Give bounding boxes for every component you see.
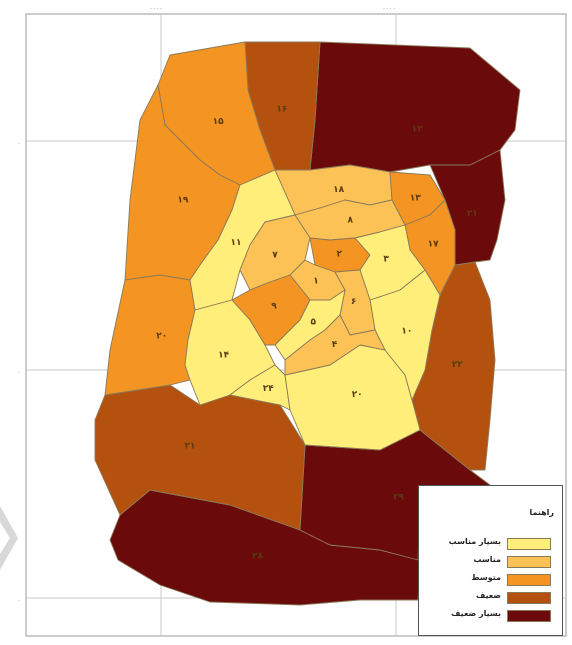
legend-label: متوسط xyxy=(471,573,501,582)
coordinate-tick: - - - - xyxy=(150,6,162,12)
district-number-d-ring-n: ۱۸ xyxy=(333,185,344,195)
legend-swatch xyxy=(507,592,551,604)
coordinate-tick: - xyxy=(18,370,20,376)
district-number-d-sw-inner: ۹ xyxy=(271,302,277,312)
district-number-d-s-inner2: ۴ xyxy=(332,340,338,350)
district-number-d-s: ۲۰ xyxy=(352,390,363,400)
district-number-d-s-inner: ۵ xyxy=(311,318,317,328)
district-number-d-ring-se: ۱۰ xyxy=(401,327,412,337)
district-number-d-ne: ۱۲ xyxy=(412,124,423,134)
district-number-d-ring-sw: ۱۴ xyxy=(218,351,229,361)
district-d-ne[interactable] xyxy=(309,41,521,173)
legend-item-2: متوسط xyxy=(429,572,557,588)
coordinate-tick: - xyxy=(18,141,20,147)
legend-label: ضعیف xyxy=(475,591,501,600)
legend-label: مناسب xyxy=(473,555,501,564)
legend-label: بسیار ضعیف xyxy=(451,609,501,618)
legend: راهنما بسیار مناسب مناسب متوسط ضعیف بسیا… xyxy=(418,485,563,636)
district-number-d-sw-outer: ۲۱ xyxy=(185,441,196,451)
district-number-d-inner-nw: ۷ xyxy=(272,251,278,261)
district-number-d-nw: ۱۵ xyxy=(213,117,224,127)
legend-item-3: ضعیف xyxy=(429,590,557,606)
district-d-s-inner2[interactable] xyxy=(284,314,386,376)
district-number-d-sw2: ۲۴ xyxy=(263,384,274,394)
legend-swatch xyxy=(507,538,551,550)
coordinate-tick: - - - - xyxy=(383,6,395,12)
arrow-icon xyxy=(0,506,18,570)
district-number-d-e: ۲۱ xyxy=(467,209,478,219)
district-number-d-far-w: ۲۰ xyxy=(156,332,167,342)
district-number-d-center: ۲ xyxy=(337,250,343,260)
legend-item-0: بسیار مناسب xyxy=(429,536,557,552)
district-number-d-se-outer: ۲۹ xyxy=(393,492,404,502)
district-number-d-center-e: ۳ xyxy=(383,254,389,264)
coordinate-tick: - xyxy=(18,598,20,604)
district-number-d-n: ۱۶ xyxy=(276,105,287,115)
map-frame xyxy=(25,13,567,637)
district-number-d-ring-e: ۱۷ xyxy=(428,239,439,249)
district-number-d-east-band: ۲۲ xyxy=(452,360,463,370)
legend-swatch xyxy=(507,610,551,622)
district-number-d-core: ۱ xyxy=(313,276,319,286)
legend-item-1: مناسب xyxy=(429,554,557,570)
legend-label: بسیار مناسب xyxy=(448,537,501,546)
district-d-far-w[interactable] xyxy=(104,274,196,396)
district-d-center-e[interactable] xyxy=(354,224,426,301)
legend-title: راهنما xyxy=(529,508,554,517)
district-number-d-south: ۲۸ xyxy=(252,552,263,562)
district-number-d-ring-w: ۱۱ xyxy=(231,238,242,248)
district-number-d-core-e: ۶ xyxy=(351,297,357,307)
district-number-d-ring-ne: ۱۳ xyxy=(410,193,421,203)
legend-item-4: بسیار ضعیف xyxy=(429,608,557,624)
district-number-d-inner-n: ۸ xyxy=(347,216,353,226)
district-number-d-w: ۱۹ xyxy=(177,196,188,206)
legend-swatch xyxy=(507,574,551,586)
legend-swatch xyxy=(507,556,551,568)
